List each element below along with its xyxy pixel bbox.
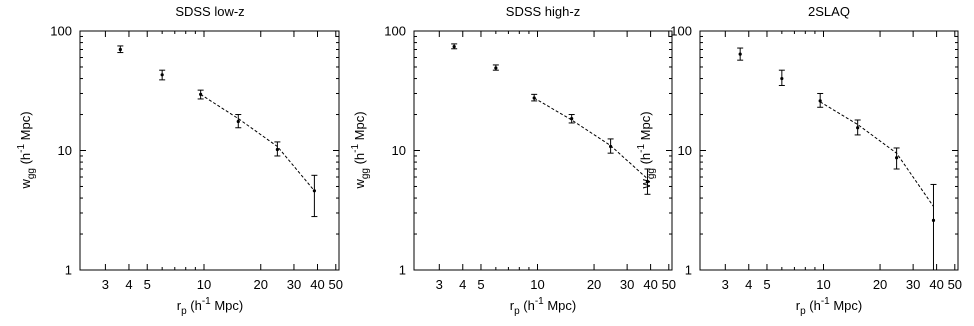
data-point [893, 147, 900, 170]
model-layer [533, 97, 648, 180]
y-tick-label: 100 [384, 24, 406, 39]
y-tick-label: 100 [670, 24, 692, 39]
y-tick-label: 100 [50, 24, 72, 39]
x-tick-label: 10 [530, 277, 544, 292]
point-marker [738, 52, 742, 56]
plot-frame [699, 30, 959, 271]
point-marker [645, 179, 650, 184]
panel-2slaq: 2SLAQ 3 4 5 10 20 30 40 50 1 10 100 rp (h-1 Mpc) w… [636, 4, 962, 317]
data-point [854, 119, 861, 136]
x-tick-label: 50 [948, 277, 962, 292]
data-point [568, 114, 575, 124]
data-point [235, 114, 242, 129]
data-point [531, 93, 538, 102]
x-tick-label: 30 [906, 277, 920, 292]
y-tick-label: 10 [58, 143, 72, 158]
x-tick-label: 5 [144, 277, 151, 292]
data-point [607, 138, 614, 154]
plot-frame [413, 30, 673, 271]
panel-title: 2SLAQ [808, 4, 850, 19]
x-axis-label: rp (h-1 Mpc) [510, 296, 576, 317]
points-layer [117, 45, 318, 218]
x-tick-label: 30 [287, 277, 301, 292]
x-tick-label: 20 [873, 277, 887, 292]
data-point [159, 69, 166, 81]
point-marker [118, 47, 122, 52]
points-layer [451, 43, 651, 195]
ticks-layer: 3 4 5 10 20 30 40 50 1 10 100 [670, 24, 962, 293]
y-tick-label: 10 [392, 143, 406, 158]
x-tick-label: 5 [763, 277, 770, 292]
point-marker [931, 218, 936, 223]
point-marker [494, 66, 498, 70]
panel-title: SDSS high-z [506, 4, 580, 19]
point-marker [452, 45, 456, 49]
point-marker [818, 99, 822, 103]
data-point [644, 168, 651, 195]
y-axis-label: wgg (h-1 Mpc) [350, 111, 371, 189]
x-tick-label: 4 [459, 277, 466, 292]
x-tick-label: 10 [197, 277, 211, 292]
x-tick-label: 50 [329, 277, 343, 292]
model-curve [533, 97, 648, 180]
y-axis-label: wgg (h-1 Mpc) [636, 111, 657, 189]
data-point [737, 47, 744, 61]
x-tick-label: 10 [816, 277, 830, 292]
point-marker [570, 116, 574, 121]
x-tick-label: 40 [643, 277, 657, 292]
model-curve [200, 93, 315, 192]
point-marker [780, 76, 784, 81]
point-marker [236, 119, 240, 124]
data-point [492, 64, 499, 71]
x-tick-label: 40 [310, 277, 324, 292]
ticks-layer: 3 4 5 10 20 30 40 50 1 10 100 [50, 24, 343, 293]
data-point [451, 43, 458, 50]
y-tick-label: 10 [678, 143, 692, 158]
x-tick-label: 3 [436, 277, 443, 292]
point-marker [609, 144, 613, 149]
x-tick-label: 4 [745, 277, 752, 292]
point-marker [895, 156, 899, 160]
point-marker [199, 92, 203, 96]
point-marker [312, 189, 316, 193]
x-tick-label: 20 [587, 277, 601, 292]
x-tick-label: 5 [477, 277, 484, 292]
model-layer [200, 93, 315, 192]
panel-sdss-low-z: SDSS low-z 3 4 5 10 20 30 40 50 1 10 100 rp (h-1 M… [16, 4, 343, 317]
point-marker [532, 96, 536, 100]
panel-title: SDSS low-z [175, 4, 244, 19]
x-axis-label: rp (h-1 Mpc) [796, 296, 862, 317]
data-point [197, 89, 204, 100]
y-tick-label: 1 [65, 263, 72, 278]
data-point [117, 45, 124, 54]
x-axis-label: rp (h-1 Mpc) [177, 296, 243, 317]
y-axis-label: wgg (h-1 Mpc) [16, 111, 37, 189]
data-point [817, 92, 824, 108]
y-tick-label: 1 [685, 263, 692, 278]
data-point [274, 141, 281, 157]
data-point [311, 174, 318, 218]
x-tick-label: 20 [254, 277, 268, 292]
x-tick-label: 40 [929, 277, 943, 292]
x-tick-label: 50 [662, 277, 676, 292]
panel-sdss-high-z: SDSS high-z 3 4 5 10 20 30 40 50 1 10 100 rp (h-1 … [350, 4, 676, 317]
y-tick-label: 1 [399, 263, 406, 278]
plot-frame [79, 30, 340, 271]
x-tick-label: 3 [722, 277, 729, 292]
model-layer [819, 101, 934, 207]
ticks-layer: 3 4 5 10 20 30 40 50 1 10 100 [384, 24, 676, 293]
data-point [930, 183, 937, 270]
point-marker [856, 126, 860, 130]
data-point [778, 69, 785, 86]
point-marker [275, 147, 279, 152]
x-tick-label: 4 [125, 277, 132, 292]
model-curve [819, 101, 934, 207]
x-tick-label: 30 [620, 277, 634, 292]
points-layer [737, 47, 937, 270]
x-tick-label: 3 [102, 277, 109, 292]
point-marker [160, 73, 164, 77]
